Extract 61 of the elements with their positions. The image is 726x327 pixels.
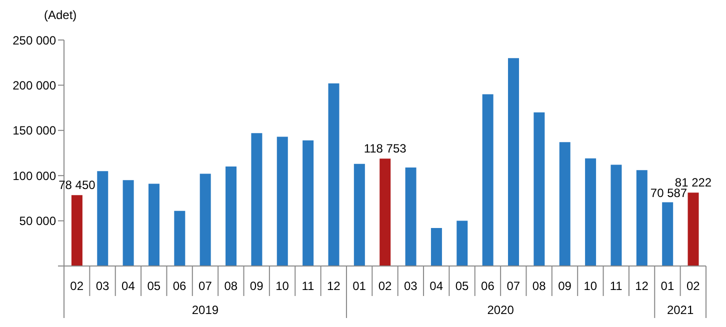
data-label: 78 450	[58, 178, 96, 192]
bar	[302, 140, 314, 266]
x-tick-label: 05	[147, 279, 161, 293]
bar	[610, 164, 622, 266]
text: 2020	[487, 303, 514, 317]
bar	[430, 228, 442, 266]
x-tick-label: 10	[276, 279, 290, 293]
x-tick-label: 08	[224, 279, 238, 293]
bar	[226, 166, 237, 266]
bar	[482, 94, 494, 266]
bar	[585, 158, 596, 266]
data-label: 118 753	[364, 142, 407, 156]
x-tick-label: 04	[430, 279, 444, 293]
x-tick-label: 09	[250, 279, 264, 293]
y-tick-label: 100 000	[12, 168, 56, 183]
x-tick-label: 06	[481, 279, 495, 293]
x-tick-label: 07	[506, 279, 520, 293]
bar	[688, 192, 699, 266]
y-axis-title: (Adet)	[44, 8, 77, 22]
bar	[662, 202, 674, 266]
x-tick-label: 01	[352, 279, 366, 293]
bar	[354, 164, 365, 266]
x-tick-label: 02	[378, 279, 392, 293]
x-tick-label: 11	[610, 279, 623, 293]
x-tick-label: 08	[532, 279, 546, 293]
x-tick-label: 03	[404, 279, 418, 293]
bar	[71, 195, 82, 266]
bar	[534, 112, 545, 266]
bar	[276, 136, 288, 266]
x-tick-label: 07	[198, 279, 212, 293]
bar	[148, 184, 160, 266]
bar	[559, 142, 570, 266]
bar	[508, 58, 520, 266]
y-tick-label: 50 000	[19, 214, 56, 228]
x-tick-label: 02	[70, 279, 84, 293]
x-tick-label: 11	[302, 279, 315, 293]
x-tick-label: 12	[326, 279, 341, 293]
x-tick-label: 01	[660, 279, 674, 293]
bar	[122, 180, 134, 266]
text: 2021	[666, 303, 694, 317]
x-tick-label: 03	[96, 279, 110, 293]
x-tick-label: 06	[172, 279, 187, 293]
bar	[97, 171, 108, 266]
x-tick-label: 02	[686, 279, 700, 293]
x-tick-label: 09	[558, 279, 572, 293]
bar	[200, 174, 211, 266]
bar	[328, 83, 340, 266]
bar	[405, 167, 416, 266]
x-tick-label: 12	[635, 279, 649, 293]
y-tick-label: 200 000	[12, 78, 56, 92]
y-tick-label: 250 000	[12, 33, 56, 48]
x-tick-label: 10	[584, 279, 598, 293]
text: 2019	[192, 303, 219, 317]
x-tick-label: 05	[455, 279, 470, 293]
bar	[380, 158, 391, 266]
bar	[456, 220, 468, 266]
y-tick-label: 150 000	[12, 124, 56, 138]
x-tick-label: 04	[122, 279, 136, 293]
bar	[636, 170, 648, 266]
bar	[251, 133, 262, 266]
bar	[174, 210, 186, 266]
